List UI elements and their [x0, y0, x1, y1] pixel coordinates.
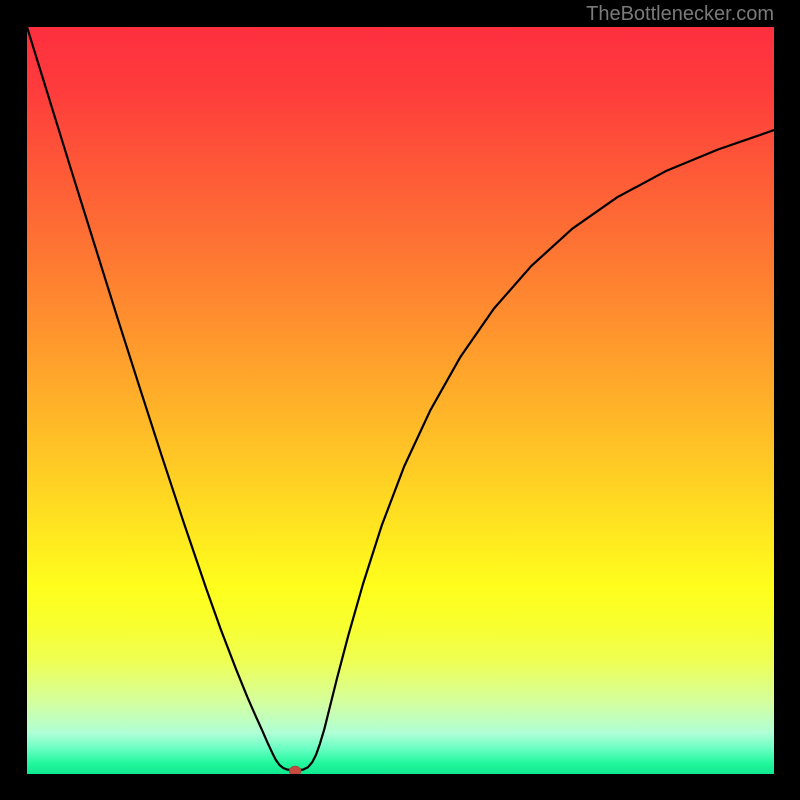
gradient-background [27, 27, 774, 774]
watermark: TheBottlenecker.com [586, 3, 774, 26]
plot-area [27, 27, 774, 774]
chart-container: TheBottlenecker.com [0, 0, 800, 800]
